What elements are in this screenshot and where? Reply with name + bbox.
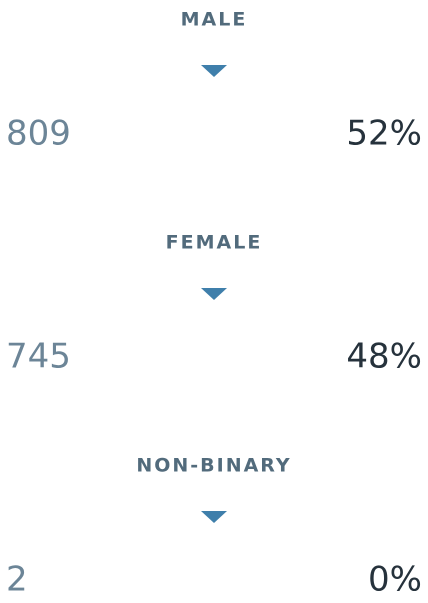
gender-group: NON-BINARY 2 0% — [6, 455, 422, 600]
gender-group: FEMALE 745 48% — [6, 232, 422, 377]
group-percent: 52% — [346, 114, 422, 154]
gender-group: MALE 809 52% — [6, 9, 422, 154]
group-label: NON-BINARY — [136, 455, 291, 477]
group-count: 2 — [6, 560, 28, 600]
down-arrow — [201, 288, 227, 300]
group-count: 809 — [6, 114, 71, 154]
down-arrow — [201, 511, 227, 523]
group-label: FEMALE — [166, 232, 263, 254]
group-percent: 0% — [368, 560, 422, 600]
down-arrow — [201, 65, 227, 77]
group-percent: 48% — [346, 337, 422, 377]
group-count: 745 — [6, 337, 71, 377]
group-label: MALE — [181, 9, 248, 31]
